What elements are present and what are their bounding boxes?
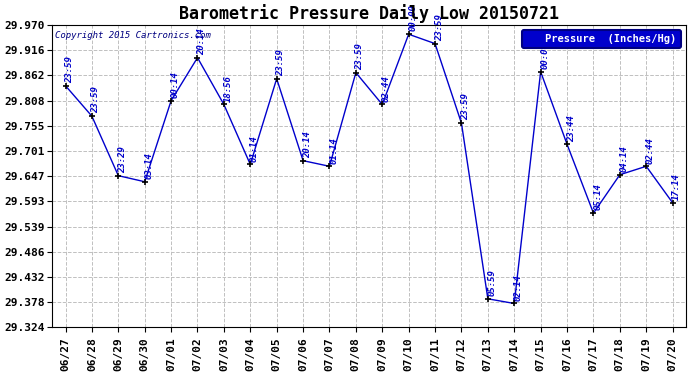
Text: 23:59: 23:59 (435, 14, 444, 41)
Text: 02:44: 02:44 (646, 136, 655, 164)
Text: 01:14: 01:14 (329, 136, 338, 164)
Legend: Pressure  (Inches/Hg): Pressure (Inches/Hg) (522, 30, 680, 48)
Text: 00:00: 00:00 (408, 4, 417, 32)
Title: Barometric Pressure Daily Low 20150721: Barometric Pressure Daily Low 20150721 (179, 4, 559, 23)
Text: 03:14: 03:14 (144, 152, 153, 179)
Text: 23:59: 23:59 (277, 49, 286, 76)
Text: 23:44: 23:44 (566, 115, 575, 141)
Text: 23:59: 23:59 (461, 93, 470, 120)
Text: 18:56: 18:56 (224, 75, 233, 102)
Text: 00:14: 00:14 (170, 71, 180, 98)
Text: 23:29: 23:29 (118, 146, 127, 173)
Text: 20:14: 20:14 (303, 131, 312, 158)
Text: 23:59: 23:59 (65, 56, 74, 83)
Text: Copyright 2015 Cartronics.com: Copyright 2015 Cartronics.com (55, 31, 211, 40)
Text: 05:59: 05:59 (488, 269, 497, 296)
Text: 05:14: 05:14 (593, 183, 602, 210)
Text: 20:14: 20:14 (197, 28, 206, 55)
Text: 17:14: 17:14 (672, 173, 681, 200)
Text: 00:00: 00:00 (540, 42, 549, 69)
Text: 04:14: 04:14 (620, 145, 629, 172)
Text: 02:44: 02:44 (382, 75, 391, 102)
Text: 01:14: 01:14 (250, 135, 259, 162)
Text: 23:59: 23:59 (92, 87, 101, 113)
Text: 23:59: 23:59 (355, 43, 364, 70)
Text: 02:14: 02:14 (514, 274, 523, 301)
